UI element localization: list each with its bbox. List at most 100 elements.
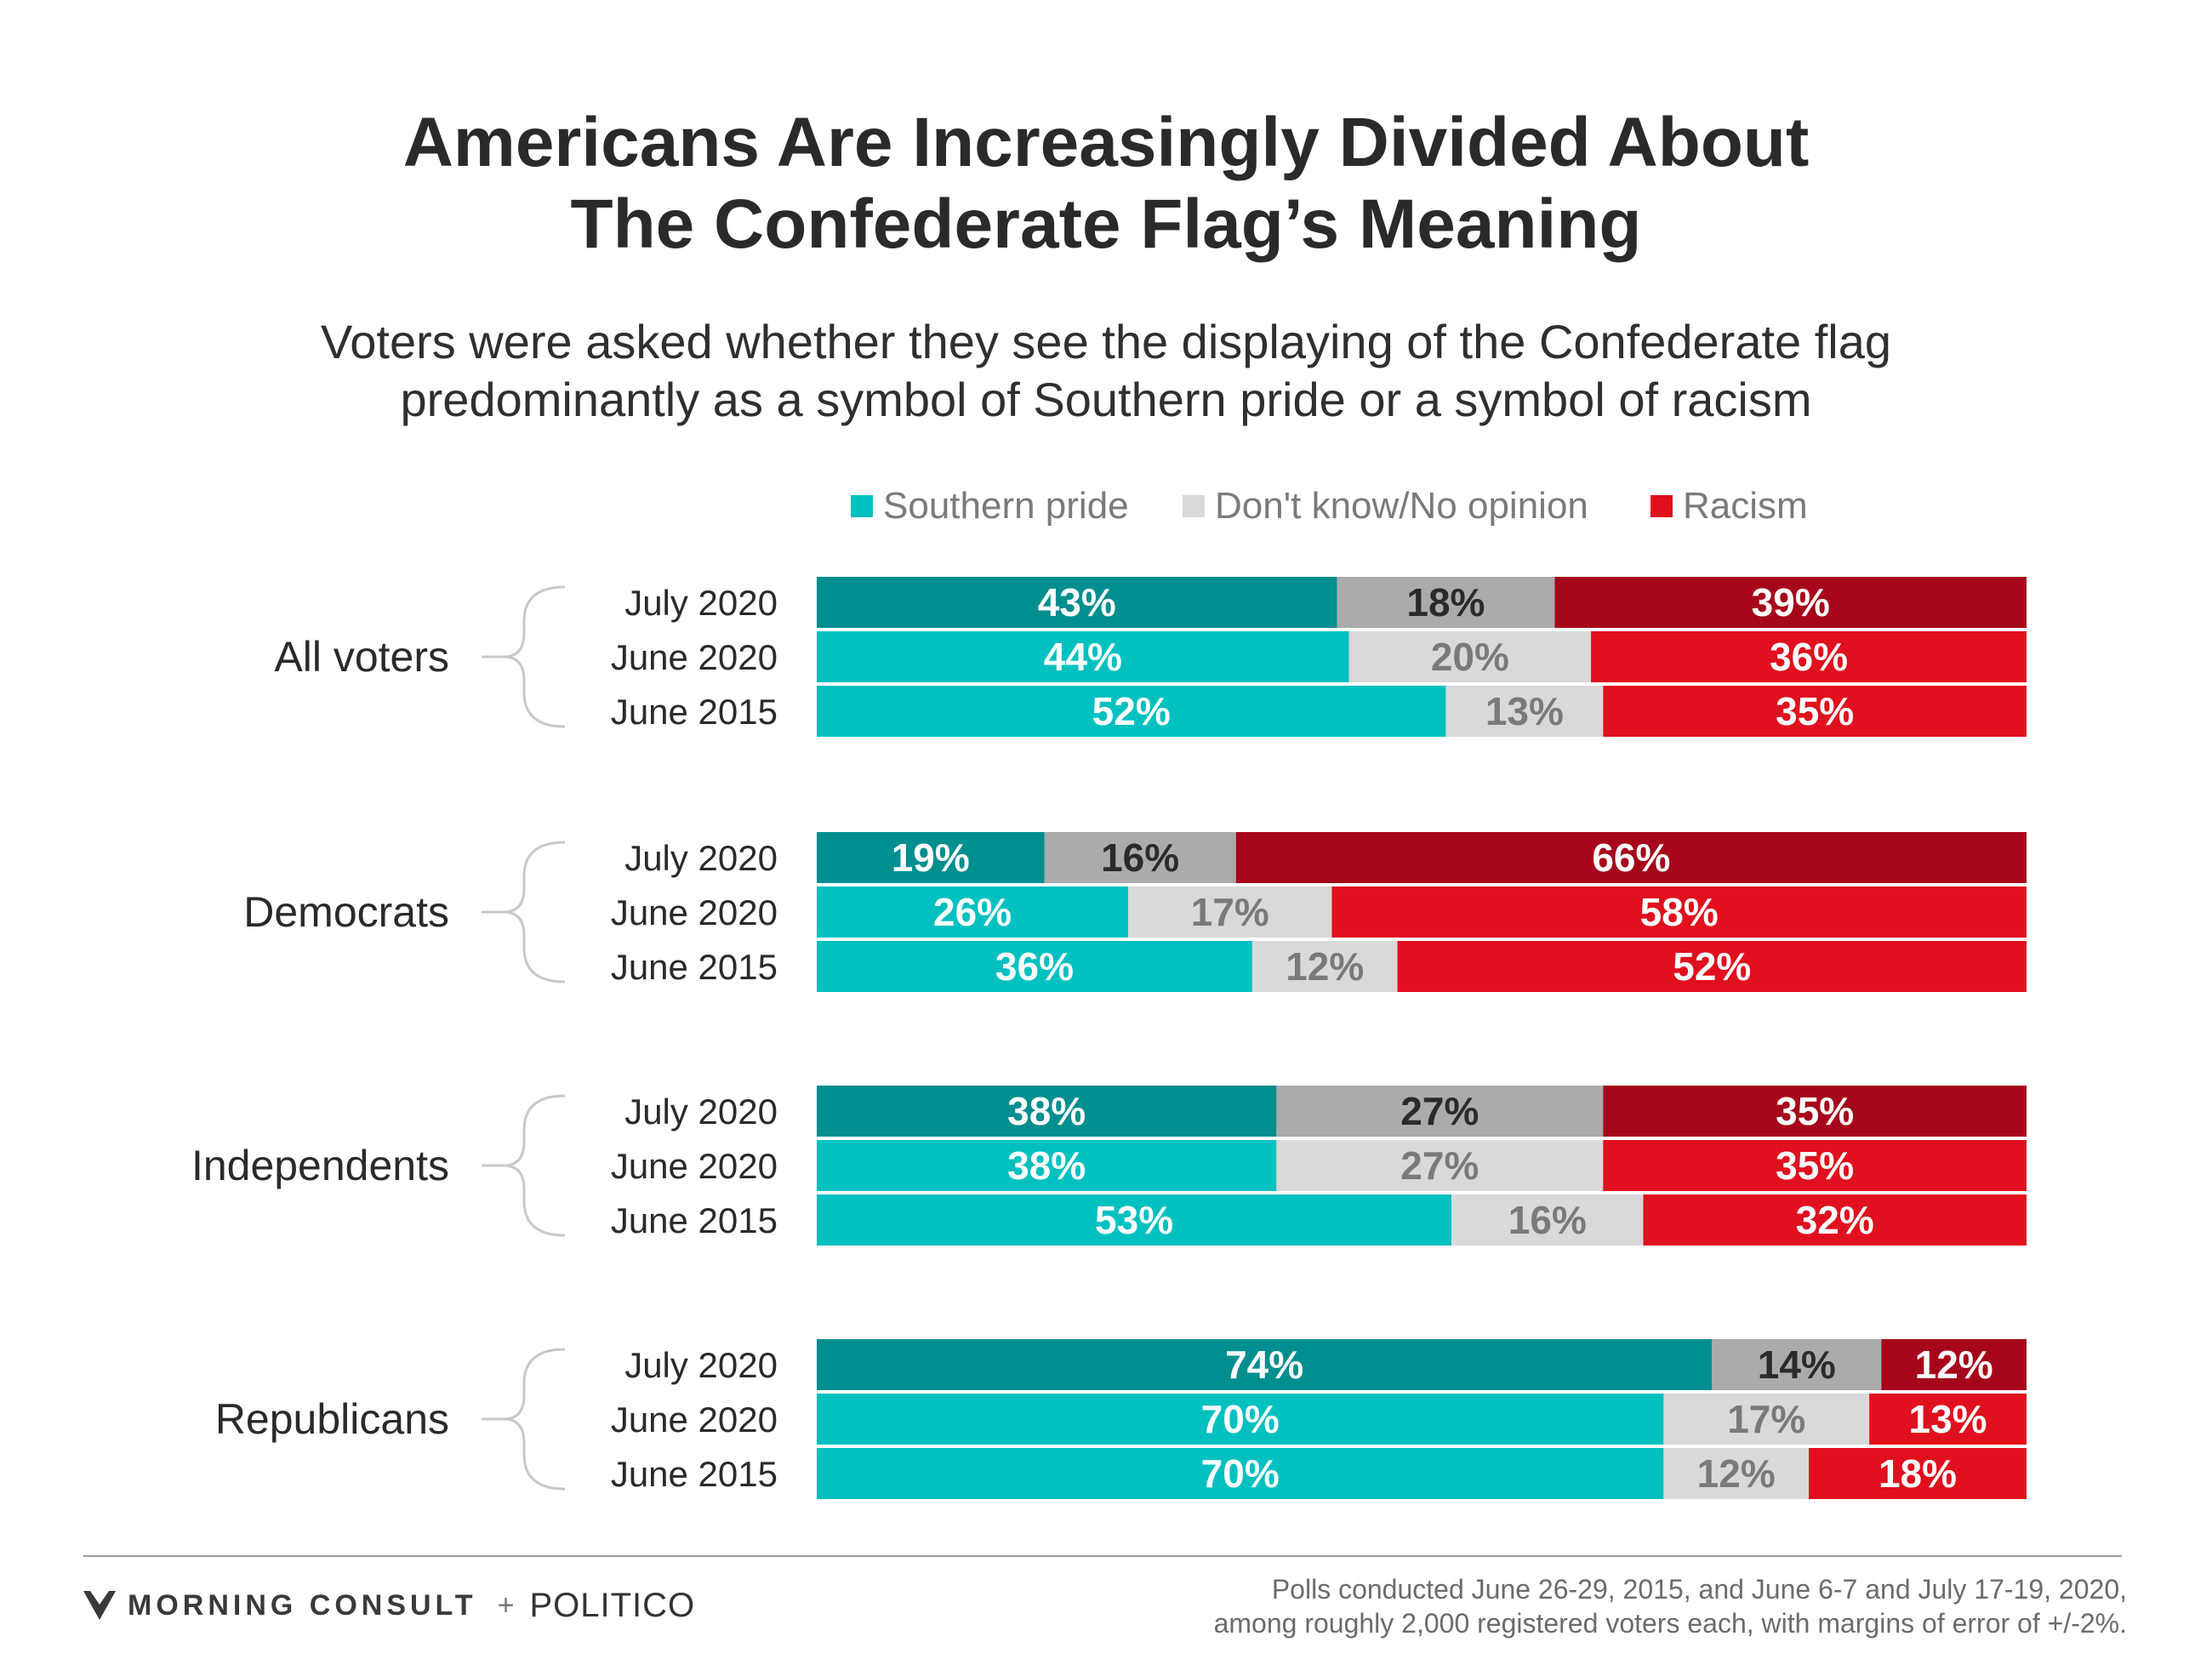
bar-southern-pride-all-voters-june-2015 <box>817 686 1446 737</box>
bar-southern-pride-all-voters-june-2020 <box>817 631 1349 682</box>
row-label-republicans-july-2020: July 2020 <box>624 1345 778 1385</box>
bar-value-southern-pride-all-voters-july-2020: 43% <box>1038 580 1116 624</box>
footer-logos: MORNING CONSULT + POLITICO <box>83 1584 695 1627</box>
legend-swatch-southern-pride <box>851 495 873 517</box>
stacked-bar-chart: All voters July 2020 43% 18% 39% June 2020 44%… <box>191 577 2027 1499</box>
bar-racism-democrats-july-2020 <box>1235 832 2027 883</box>
bar-value-southern-pride-republicans-june-2020: 70% <box>1201 1397 1280 1441</box>
group-brace-all-voters <box>503 585 566 728</box>
row-label-republicans-june-2015: June 2015 <box>611 1454 778 1494</box>
bar-southern-pride-republicans-june-2020 <box>817 1394 1664 1445</box>
group-brace-democrats <box>503 841 566 983</box>
bar-value-racism-all-voters-july-2020: 39% <box>1752 580 1830 624</box>
bar-dont-know-democrats-june-2020 <box>1128 887 1332 938</box>
bar-value-dont-know-independents-june-2015: 16% <box>1508 1198 1587 1242</box>
bar-dont-know-independents-june-2020 <box>1276 1140 1604 1191</box>
bar-value-racism-republicans-july-2020: 12% <box>1915 1343 1993 1387</box>
bar-value-racism-republicans-june-2020: 13% <box>1909 1397 1987 1441</box>
bar-value-racism-democrats-july-2020: 66% <box>1592 835 1670 880</box>
bar-value-racism-all-voters-june-2020: 36% <box>1770 635 1848 679</box>
row-label-democrats-june-2015: June 2015 <box>611 947 778 987</box>
bar-southern-pride-democrats-june-2015 <box>817 941 1252 992</box>
bar-dont-know-republicans-june-2020 <box>1663 1394 1870 1445</box>
row-label-all-voters-july-2020: July 2020 <box>624 583 778 623</box>
bar-racism-all-voters-june-2020 <box>1591 631 2027 682</box>
row-label-all-voters-june-2020: June 2020 <box>611 637 778 677</box>
legend-item-racism: Racism <box>1650 481 1808 532</box>
bar-racism-independents-june-2020 <box>1603 1140 2027 1191</box>
bar-value-racism-independents-june-2020: 35% <box>1776 1143 1854 1188</box>
bar-value-dont-know-republicans-june-2015: 12% <box>1697 1451 1776 1496</box>
bar-value-southern-pride-independents-july-2020: 38% <box>1007 1089 1086 1133</box>
group-label-democrats: Democrats <box>243 888 449 936</box>
row-label-all-voters-june-2015: June 2015 <box>611 692 778 732</box>
bar-value-dont-know-all-voters-june-2015: 13% <box>1485 689 1564 733</box>
source-note-line-2: among roughly 2,000 registered voters ea… <box>1213 1608 2127 1639</box>
bar-racism-independents-july-2020 <box>1603 1086 2027 1137</box>
bar-value-southern-pride-independents-june-2015: 53% <box>1095 1198 1173 1242</box>
footer-divider <box>83 1555 2122 1557</box>
bar-value-dont-know-republicans-july-2020: 14% <box>1758 1343 1836 1387</box>
bar-southern-pride-democrats-july-2020 <box>817 832 1045 883</box>
group-brace-independents <box>503 1094 566 1237</box>
row-label-republicans-june-2020: June 2020 <box>611 1400 778 1440</box>
bar-southern-pride-independents-july-2020 <box>817 1086 1277 1137</box>
bar-value-southern-pride-republicans-july-2020: 74% <box>1225 1343 1303 1387</box>
bar-racism-republicans-june-2015 <box>1809 1448 2027 1499</box>
bar-racism-republicans-june-2020 <box>1869 1394 2027 1445</box>
legend-label-southern-pride: Southern pride <box>883 485 1129 527</box>
bar-value-racism-independents-july-2020: 35% <box>1776 1089 1854 1133</box>
group-label-all-voters: All voters <box>274 633 449 681</box>
bar-value-racism-independents-june-2015: 32% <box>1796 1198 1874 1242</box>
bar-value-dont-know-independents-june-2020: 27% <box>1400 1143 1479 1188</box>
bar-value-southern-pride-republicans-june-2015: 70% <box>1201 1451 1280 1496</box>
bar-value-southern-pride-all-voters-june-2015: 52% <box>1092 689 1171 733</box>
bar-southern-pride-democrats-june-2020 <box>817 887 1129 938</box>
group-label-independents: Independents <box>191 1142 449 1189</box>
bar-value-racism-all-voters-june-2015: 35% <box>1776 689 1854 733</box>
legend-label-racism: Racism <box>1683 485 1808 527</box>
bar-southern-pride-independents-june-2015 <box>817 1194 1452 1246</box>
bar-southern-pride-all-voters-july-2020 <box>817 577 1337 628</box>
source-note: Polls conducted June 26-29, 2015, and Ju… <box>1214 1572 2127 1640</box>
bar-value-dont-know-all-voters-july-2020: 18% <box>1406 580 1485 624</box>
bar-dont-know-republicans-july-2020 <box>1712 1339 1882 1390</box>
bar-value-racism-republicans-june-2015: 18% <box>1878 1451 1957 1496</box>
bar-dont-know-all-voters-june-2015 <box>1445 686 1604 737</box>
morning-consult-logo-icon <box>83 1591 116 1620</box>
bar-value-southern-pride-independents-june-2020: 38% <box>1007 1143 1086 1188</box>
bar-dont-know-all-voters-june-2020 <box>1348 631 1592 682</box>
bar-value-southern-pride-democrats-july-2020: 19% <box>892 835 970 880</box>
bar-value-southern-pride-democrats-june-2020: 26% <box>933 890 1012 934</box>
legend-swatch-dont-know <box>1183 495 1205 517</box>
row-label-democrats-june-2020: June 2020 <box>611 892 778 932</box>
bar-dont-know-democrats-july-2020 <box>1044 832 1236 883</box>
logo-plus-sign: + <box>497 1588 515 1622</box>
source-note-line-1: Polls conducted June 26-29, 2015, and Ju… <box>1271 1574 2127 1605</box>
bar-dont-know-all-voters-july-2020 <box>1337 577 1555 628</box>
group-label-republicans: Republicans <box>215 1395 449 1443</box>
legend-item-dont-know: Don't know/No opinion <box>1183 481 1588 532</box>
chart-title-line-1: Americans Are Increasingly Divided About <box>402 104 1810 181</box>
bar-dont-know-republicans-june-2015 <box>1663 1448 1810 1499</box>
bar-racism-independents-june-2015 <box>1643 1194 2027 1246</box>
legend-item-southern-pride: Southern pride <box>851 481 1129 532</box>
bar-value-dont-know-democrats-june-2020: 17% <box>1191 890 1269 934</box>
bar-value-dont-know-republicans-june-2020: 17% <box>1727 1397 1805 1441</box>
chart-subtitle-line-1: Voters were asked whether they see the d… <box>320 315 1892 368</box>
row-label-independents-june-2015: June 2015 <box>611 1200 778 1240</box>
bar-racism-republicans-july-2020 <box>1881 1339 2027 1390</box>
bar-southern-pride-republicans-june-2015 <box>817 1448 1664 1499</box>
row-label-democrats-july-2020: July 2020 <box>624 838 778 878</box>
bar-value-dont-know-all-voters-june-2020: 20% <box>1431 635 1509 679</box>
morning-consult-logo-text: MORNING CONSULT <box>128 1588 477 1622</box>
legend-swatch-racism <box>1650 495 1673 517</box>
chart-title-line-2: The Confederate Flag’s Meaning <box>570 185 1642 263</box>
bar-value-dont-know-democrats-june-2015: 12% <box>1286 944 1364 989</box>
bar-value-dont-know-democrats-july-2020: 16% <box>1101 835 1179 880</box>
bar-value-southern-pride-all-voters-june-2020: 44% <box>1044 635 1122 679</box>
bar-value-racism-democrats-june-2015: 52% <box>1673 944 1751 989</box>
bar-racism-all-voters-july-2020 <box>1554 577 2027 628</box>
bar-racism-democrats-june-2015 <box>1397 941 2027 992</box>
bar-value-racism-democrats-june-2020: 58% <box>1640 890 1719 934</box>
